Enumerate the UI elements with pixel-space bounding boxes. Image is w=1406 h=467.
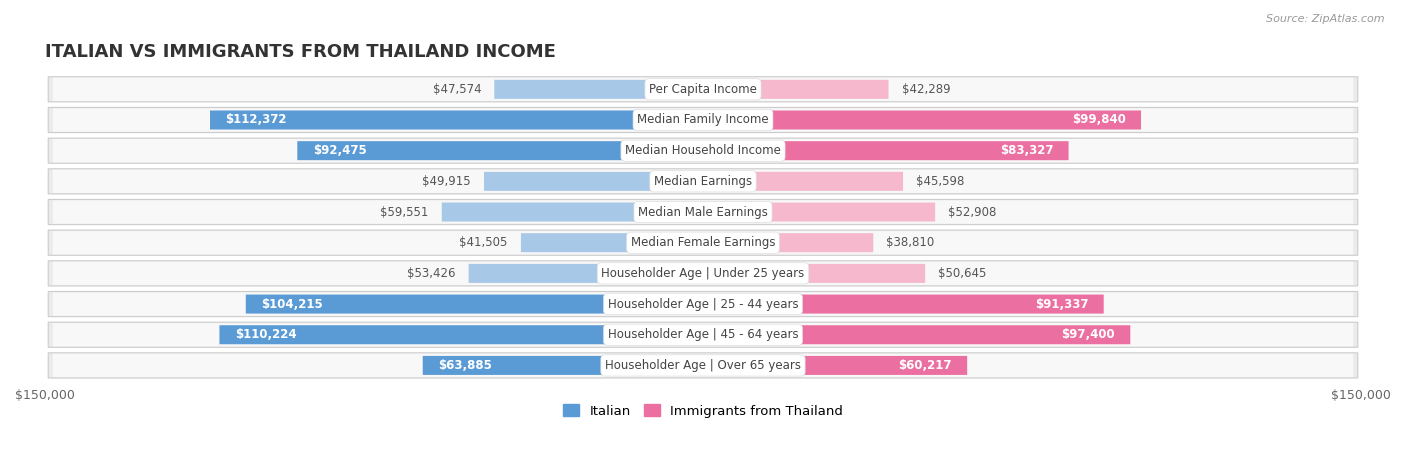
Text: $59,551: $59,551	[380, 205, 429, 219]
FancyBboxPatch shape	[423, 356, 703, 375]
FancyBboxPatch shape	[703, 80, 889, 99]
Text: $50,645: $50,645	[938, 267, 987, 280]
Text: $97,400: $97,400	[1062, 328, 1115, 341]
FancyBboxPatch shape	[703, 264, 925, 283]
FancyBboxPatch shape	[703, 325, 1130, 344]
FancyBboxPatch shape	[48, 230, 1358, 255]
FancyBboxPatch shape	[48, 77, 1358, 102]
FancyBboxPatch shape	[53, 200, 1353, 224]
FancyBboxPatch shape	[53, 78, 1353, 101]
FancyBboxPatch shape	[520, 233, 703, 252]
Text: $49,915: $49,915	[422, 175, 471, 188]
FancyBboxPatch shape	[703, 111, 1142, 129]
Text: $104,215: $104,215	[262, 297, 323, 311]
FancyBboxPatch shape	[53, 170, 1353, 193]
FancyBboxPatch shape	[441, 203, 703, 221]
Text: $63,885: $63,885	[439, 359, 492, 372]
Text: Householder Age | Over 65 years: Householder Age | Over 65 years	[605, 359, 801, 372]
Text: Median Earnings: Median Earnings	[654, 175, 752, 188]
FancyBboxPatch shape	[48, 291, 1358, 317]
FancyBboxPatch shape	[48, 322, 1358, 347]
Text: Median Female Earnings: Median Female Earnings	[631, 236, 775, 249]
FancyBboxPatch shape	[484, 172, 703, 191]
FancyBboxPatch shape	[48, 138, 1358, 163]
FancyBboxPatch shape	[53, 354, 1353, 377]
FancyBboxPatch shape	[53, 262, 1353, 285]
FancyBboxPatch shape	[703, 233, 873, 252]
FancyBboxPatch shape	[468, 264, 703, 283]
FancyBboxPatch shape	[53, 108, 1353, 132]
Text: $92,475: $92,475	[312, 144, 367, 157]
Text: Median Family Income: Median Family Income	[637, 113, 769, 127]
FancyBboxPatch shape	[703, 203, 935, 221]
Text: Median Household Income: Median Household Income	[626, 144, 780, 157]
FancyBboxPatch shape	[209, 111, 703, 129]
Text: ITALIAN VS IMMIGRANTS FROM THAILAND INCOME: ITALIAN VS IMMIGRANTS FROM THAILAND INCO…	[45, 43, 555, 61]
FancyBboxPatch shape	[48, 261, 1358, 286]
FancyBboxPatch shape	[53, 292, 1353, 316]
Text: $110,224: $110,224	[235, 328, 297, 341]
FancyBboxPatch shape	[53, 231, 1353, 255]
FancyBboxPatch shape	[53, 139, 1353, 163]
Text: Householder Age | 25 - 44 years: Householder Age | 25 - 44 years	[607, 297, 799, 311]
FancyBboxPatch shape	[297, 141, 703, 160]
Text: $99,840: $99,840	[1071, 113, 1126, 127]
Text: $52,908: $52,908	[948, 205, 997, 219]
Legend: Italian, Immigrants from Thailand: Italian, Immigrants from Thailand	[562, 404, 844, 418]
Text: $42,289: $42,289	[901, 83, 950, 96]
Text: $41,505: $41,505	[460, 236, 508, 249]
FancyBboxPatch shape	[219, 325, 703, 344]
FancyBboxPatch shape	[48, 353, 1358, 378]
FancyBboxPatch shape	[246, 295, 703, 313]
Text: $38,810: $38,810	[886, 236, 935, 249]
Text: $47,574: $47,574	[433, 83, 481, 96]
FancyBboxPatch shape	[703, 295, 1104, 313]
FancyBboxPatch shape	[495, 80, 703, 99]
FancyBboxPatch shape	[48, 169, 1358, 194]
Text: $112,372: $112,372	[225, 113, 287, 127]
FancyBboxPatch shape	[703, 356, 967, 375]
FancyBboxPatch shape	[53, 323, 1353, 347]
Text: $91,337: $91,337	[1035, 297, 1088, 311]
FancyBboxPatch shape	[703, 141, 1069, 160]
FancyBboxPatch shape	[48, 199, 1358, 225]
Text: Householder Age | 45 - 64 years: Householder Age | 45 - 64 years	[607, 328, 799, 341]
Text: Per Capita Income: Per Capita Income	[650, 83, 756, 96]
Text: Source: ZipAtlas.com: Source: ZipAtlas.com	[1267, 14, 1385, 24]
Text: $45,598: $45,598	[917, 175, 965, 188]
Text: $60,217: $60,217	[898, 359, 952, 372]
FancyBboxPatch shape	[703, 172, 903, 191]
Text: $83,327: $83,327	[1000, 144, 1053, 157]
Text: Median Male Earnings: Median Male Earnings	[638, 205, 768, 219]
Text: $53,426: $53,426	[406, 267, 456, 280]
Text: Householder Age | Under 25 years: Householder Age | Under 25 years	[602, 267, 804, 280]
FancyBboxPatch shape	[48, 107, 1358, 133]
